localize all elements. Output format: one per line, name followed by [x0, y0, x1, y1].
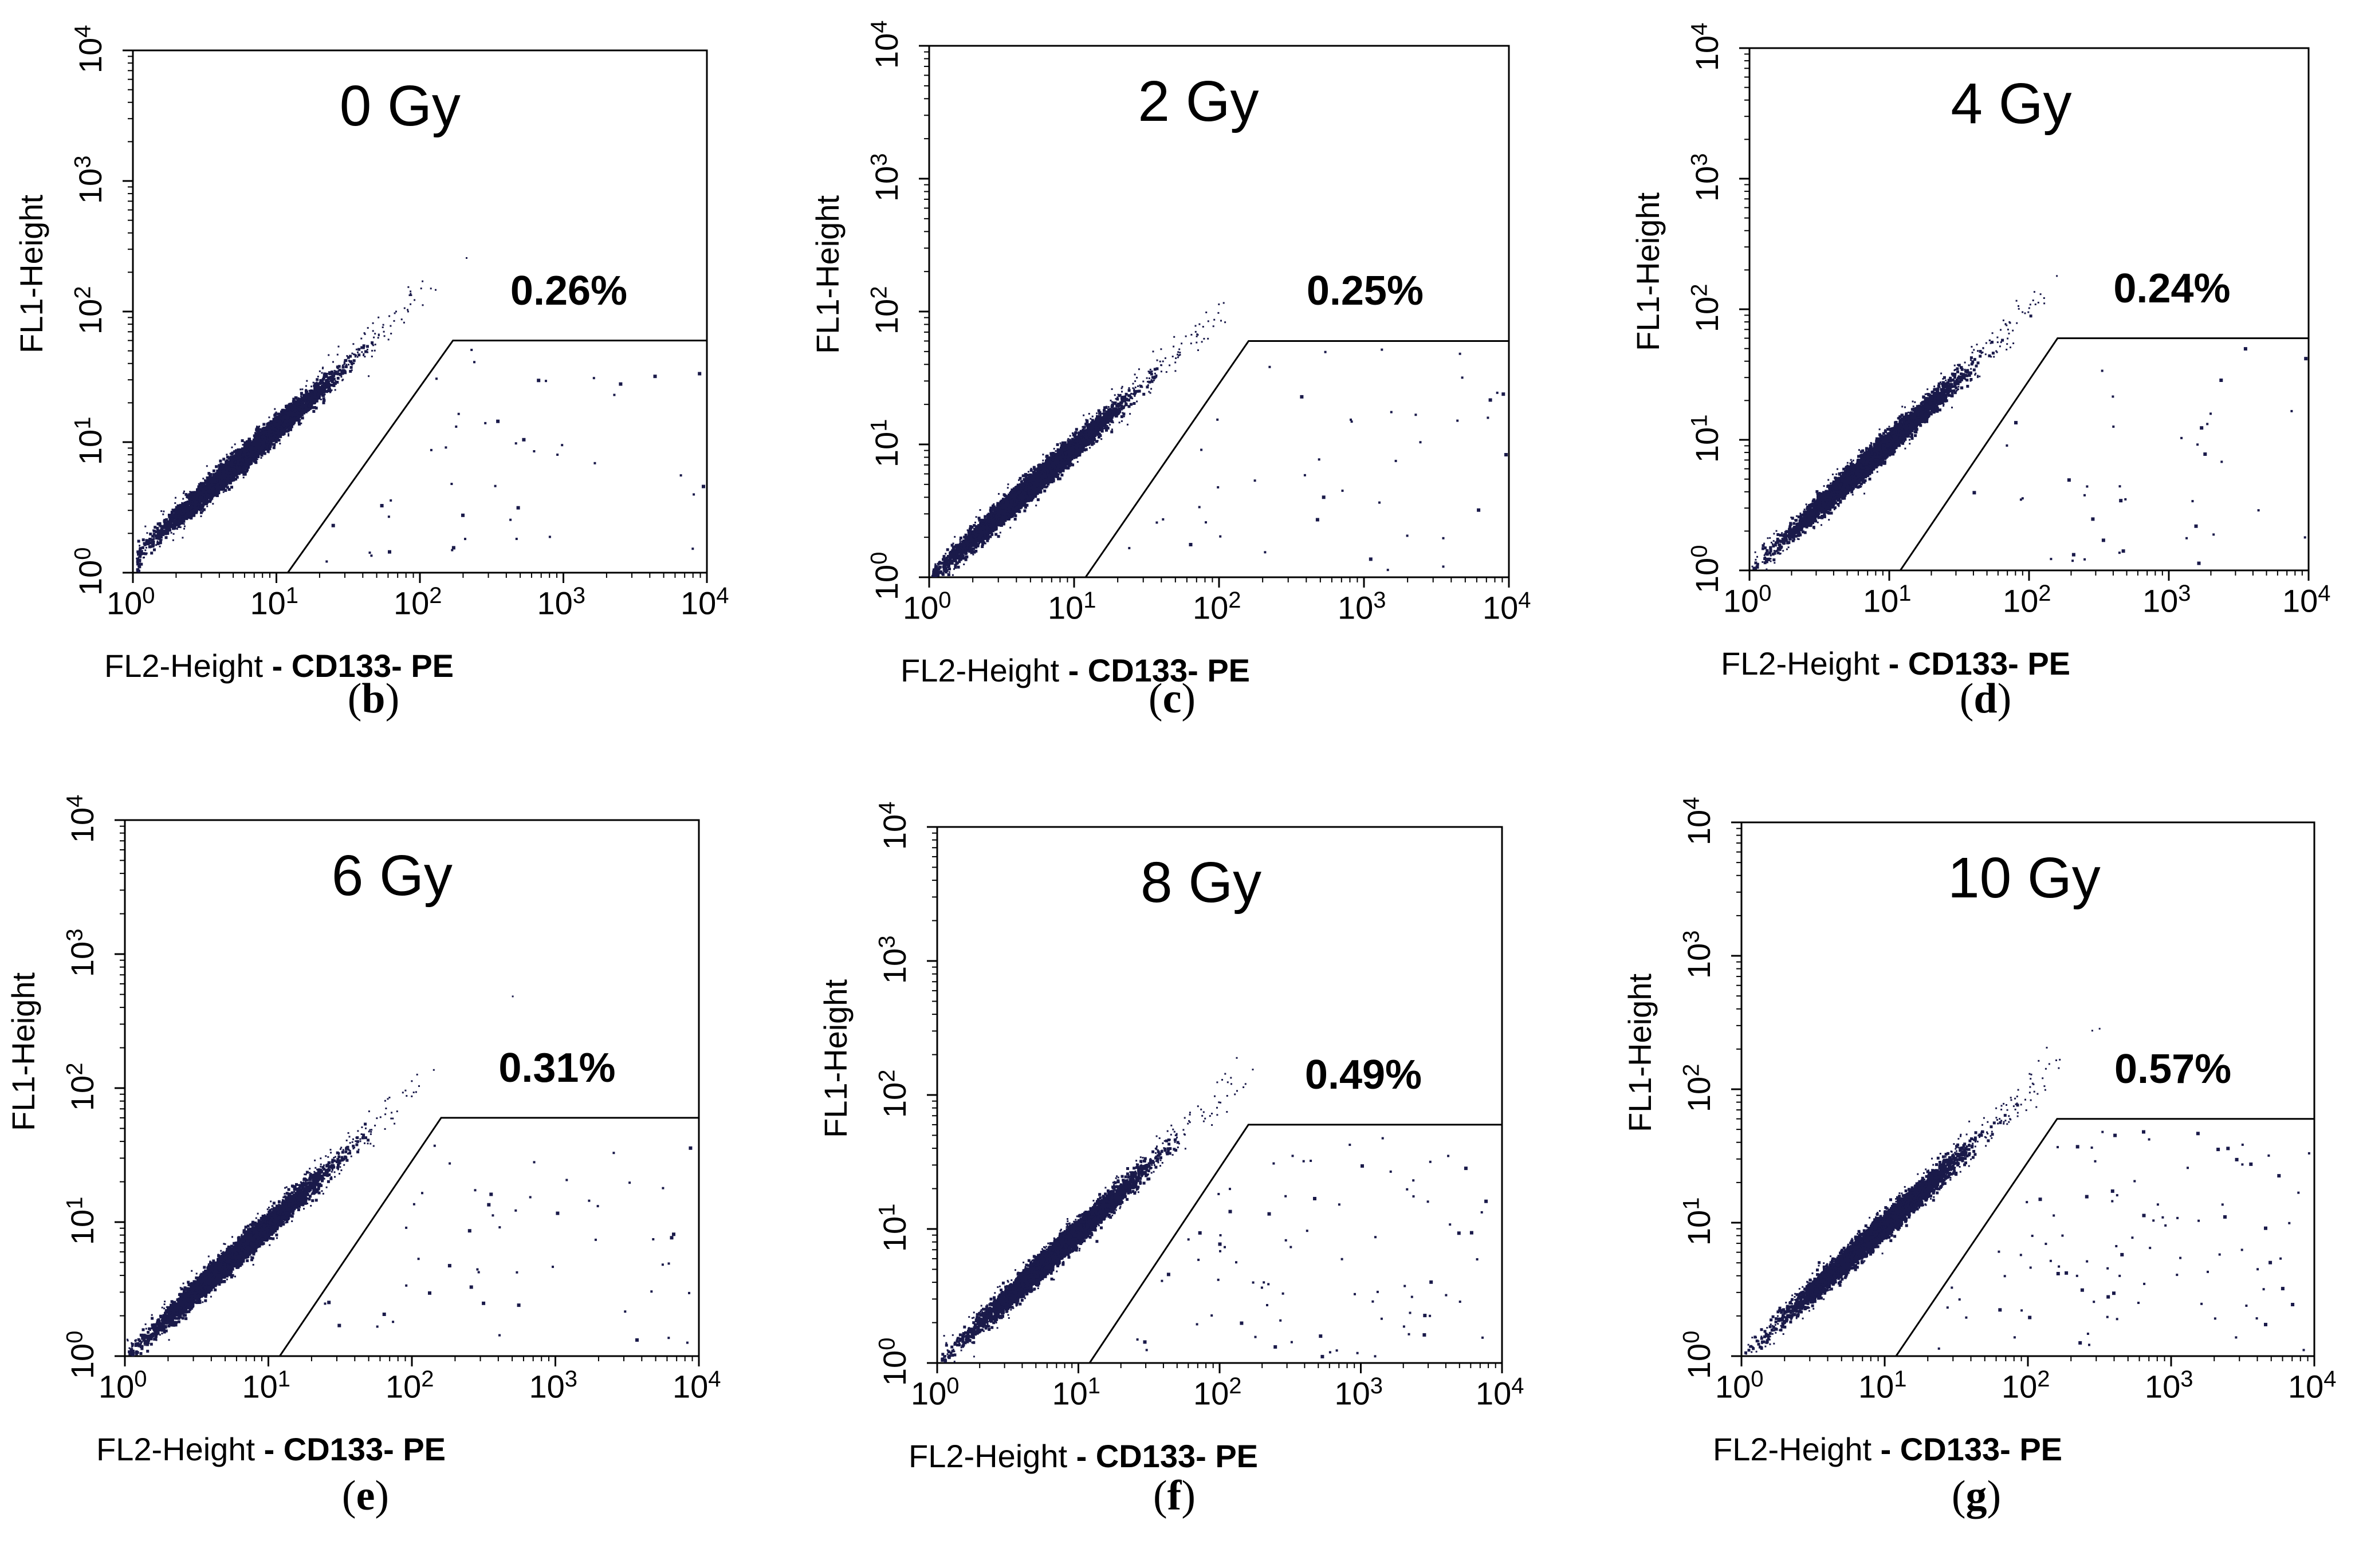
- event-dot: [182, 519, 186, 523]
- event-dot: [159, 541, 162, 545]
- event-dot: [154, 534, 158, 537]
- event-dot: [266, 447, 270, 450]
- event-dot: [246, 468, 249, 471]
- event-dot: [337, 365, 341, 368]
- event-dot: [188, 497, 191, 500]
- event-dot: [332, 384, 336, 387]
- event-dot: [332, 377, 336, 381]
- event-dot: [230, 486, 233, 489]
- event-dot: [138, 562, 141, 566]
- event-dot: [186, 495, 189, 498]
- event-dot: [141, 538, 145, 542]
- event-dot: [150, 551, 154, 555]
- event-cluster: [136, 257, 467, 573]
- event-dot: [149, 533, 152, 535]
- event-dot: [195, 511, 198, 514]
- event-dot: [224, 488, 227, 492]
- event-dot: [152, 533, 156, 536]
- event-dot: [277, 439, 281, 442]
- event-dot: [219, 459, 222, 463]
- event-dot: [192, 514, 196, 517]
- event-dot: [137, 539, 140, 543]
- event-dot: [209, 473, 213, 476]
